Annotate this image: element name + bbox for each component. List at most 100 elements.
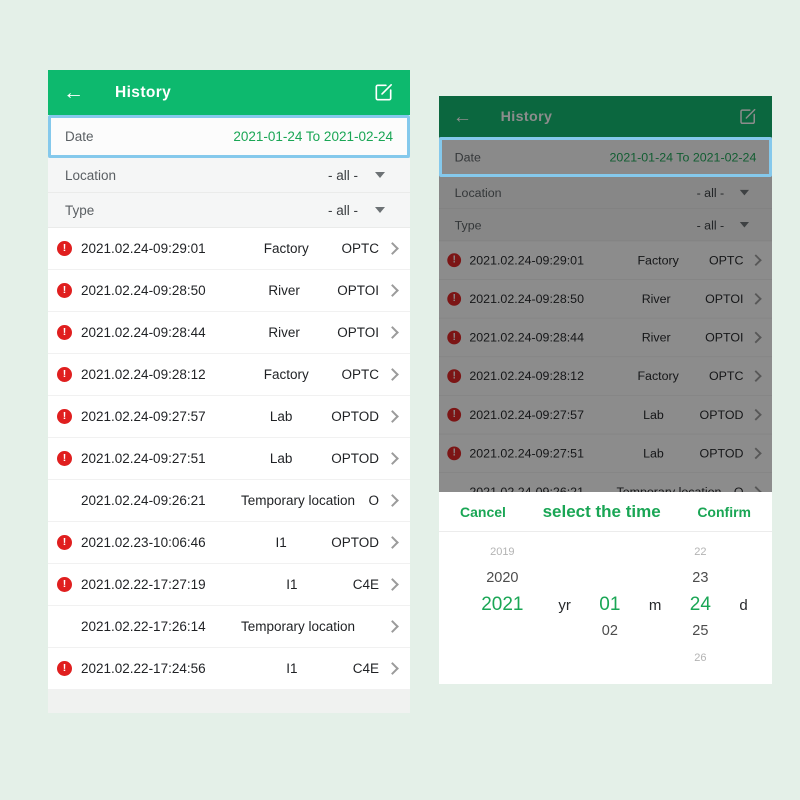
- row-timestamp: 2021.02.24-09:29:01: [469, 253, 584, 268]
- history-row[interactable]: ! 2021.02.24-09:27:51 Lab OPTOD: [439, 434, 772, 474]
- row-timestamp: 2021.02.24-09:28:12: [469, 369, 584, 384]
- row-type: OPTOI: [705, 291, 744, 306]
- wheel-value-selected: 2021: [481, 593, 524, 615]
- alert-icon: !: [57, 409, 72, 424]
- history-row[interactable]: ! 2021.02.22-17:26:14 Temporary location: [48, 606, 410, 648]
- type-filter-value: - all -: [328, 202, 358, 218]
- history-row[interactable]: ! 2021.02.24-09:28:44 River OPTOI: [439, 318, 772, 358]
- row-location: River: [641, 330, 671, 345]
- type-filter-label: Type: [65, 202, 95, 218]
- history-row[interactable]: ! 2021.02.24-09:29:01 Factory OPTC: [439, 241, 772, 280]
- list-footer: [48, 690, 410, 713]
- history-list: ! 2021.02.24-09:29:01 Factory OPTC ! 202…: [48, 228, 410, 690]
- row-location: Lab: [269, 409, 293, 424]
- day-wheel[interactable]: 22 23 24 25 26: [678, 539, 722, 672]
- alert-icon: !: [447, 330, 462, 345]
- history-row[interactable]: ! 2021.02.24-09:28:50 River OPTOI: [48, 270, 410, 312]
- alert-icon: !: [57, 451, 72, 466]
- alert-icon: !: [57, 283, 72, 298]
- history-row[interactable]: ! 2021.02.24-09:28:12 Factory OPTC: [48, 354, 410, 396]
- history-row[interactable]: ! 2021.02.24-09:27:51 Lab OPTOD: [48, 438, 410, 480]
- alert-icon: !: [447, 291, 462, 306]
- location-filter-value: - all -: [328, 167, 358, 183]
- back-arrow-icon[interactable]: ←: [452, 106, 473, 128]
- confirm-button[interactable]: Confirm: [697, 503, 751, 520]
- alert-icon: !: [57, 241, 72, 256]
- row-type: OPTC: [708, 369, 744, 384]
- chevron-down-icon: [739, 222, 750, 228]
- date-filter-row[interactable]: Date 2021-01-24 To 2021-02-24: [48, 115, 410, 158]
- dim-overlay: [439, 96, 772, 492]
- compose-icon[interactable]: [737, 106, 758, 127]
- row-timestamp: 2021.02.24-09:27:51: [81, 451, 206, 466]
- wheel-value: 23: [692, 570, 709, 587]
- chevron-down-icon: [739, 189, 750, 196]
- wheel-value: 26: [694, 651, 707, 664]
- alert-icon: !: [57, 325, 72, 340]
- row-timestamp: 2021.02.23-10:06:46: [81, 535, 206, 550]
- wheel-value: 02: [601, 623, 618, 640]
- row-location: Lab: [643, 407, 664, 422]
- alert-icon: !: [57, 535, 72, 550]
- wheel-value: 25: [692, 623, 709, 640]
- year-wheel[interactable]: 2019 2020 2021: [463, 539, 541, 672]
- date-wheel: 2019 2020 2021 yr 01 02 m 22 23 24 25 26: [439, 532, 772, 684]
- row-location: River: [268, 283, 300, 298]
- row-type: OPTC: [341, 367, 379, 382]
- row-type: OPTOI: [337, 283, 379, 298]
- history-row[interactable]: ! 2021.02.24-09:28:50 River OPTOI: [439, 279, 772, 319]
- history-row[interactable]: ! 2021.02.24-09:27:57 Lab OPTOD: [48, 396, 410, 438]
- type-filter-row[interactable]: Type - all -: [439, 209, 772, 242]
- location-filter-row[interactable]: Location - all -: [439, 176, 772, 210]
- location-filter-label: Location: [65, 167, 117, 183]
- history-row[interactable]: ! 2021.02.22-17:24:56 I1 C4E: [48, 648, 410, 690]
- type-filter-row[interactable]: Type - all -: [48, 193, 410, 228]
- row-timestamp: 2021.02.22-17:24:56: [81, 661, 206, 676]
- month-wheel[interactable]: 01 02: [588, 539, 632, 672]
- row-type: OPTC: [341, 241, 379, 256]
- type-filter-value: - all -: [696, 217, 725, 232]
- row-timestamp: 2021.02.24-09:28:12: [81, 367, 206, 382]
- row-timestamp: 2021.02.24-09:28:50: [469, 291, 584, 306]
- history-row[interactable]: ! 2021.02.24-09:29:01 Factory OPTC: [48, 228, 410, 270]
- row-location: River: [268, 325, 300, 340]
- page-title: History: [500, 108, 553, 125]
- history-row[interactable]: ! 2021.02.22-17:27:19 I1 C4E: [48, 564, 410, 606]
- wheel-value: [588, 565, 632, 592]
- history-row[interactable]: ! 2021.02.24-09:26:21 Temporary location…: [48, 480, 410, 522]
- alert-icon: !: [447, 407, 462, 422]
- row-type: OPTOD: [331, 535, 379, 550]
- row-location: Factory: [263, 367, 309, 382]
- app-bar: ← History: [48, 70, 410, 115]
- alert-icon: !: [57, 577, 72, 592]
- app-bar: ← History: [439, 96, 772, 138]
- row-type: C4E: [352, 661, 379, 676]
- alert-icon: !: [447, 446, 462, 461]
- location-filter-row[interactable]: Location - all -: [48, 158, 410, 193]
- wheel-value: [463, 618, 541, 645]
- compose-icon[interactable]: [372, 81, 395, 104]
- row-location: Lab: [269, 451, 293, 466]
- day-unit-label: d: [739, 596, 748, 614]
- date-picker-header: Cancel select the time Confirm: [439, 492, 772, 532]
- back-arrow-icon[interactable]: ←: [63, 81, 84, 104]
- history-row[interactable]: ! 2021.02.24-09:28:44 River OPTOI: [48, 312, 410, 354]
- wheel-value-selected: 01: [599, 593, 621, 615]
- wheel-value: 2019: [490, 545, 515, 558]
- history-row[interactable]: ! 2021.02.24-09:27:57 Lab OPTOD: [439, 395, 772, 435]
- row-location: Factory: [263, 241, 309, 256]
- row-location: Lab: [643, 446, 664, 461]
- row-timestamp: 2021.02.24-09:29:01: [81, 241, 206, 256]
- row-timestamp: 2021.02.22-17:26:14: [81, 619, 206, 634]
- date-picker-sheet: Cancel select the time Confirm 2019 2020…: [439, 492, 772, 684]
- history-screen: ← History Date 2021-01-24 To 2021-02-24 …: [48, 70, 410, 713]
- row-timestamp: 2021.02.24-09:28:44: [81, 325, 206, 340]
- row-timestamp: 2021.02.24-09:27:57: [469, 407, 584, 422]
- history-row[interactable]: ! 2021.02.23-10:06:46 I1 OPTOD: [48, 522, 410, 564]
- month-unit-label: m: [648, 596, 662, 614]
- cancel-button[interactable]: Cancel: [460, 503, 506, 520]
- row-type: OPTOD: [699, 407, 744, 422]
- history-row[interactable]: ! 2021.02.24-09:28:12 Factory OPTC: [439, 357, 772, 396]
- wheel-value: 22: [694, 545, 707, 558]
- row-location: I1: [286, 661, 298, 676]
